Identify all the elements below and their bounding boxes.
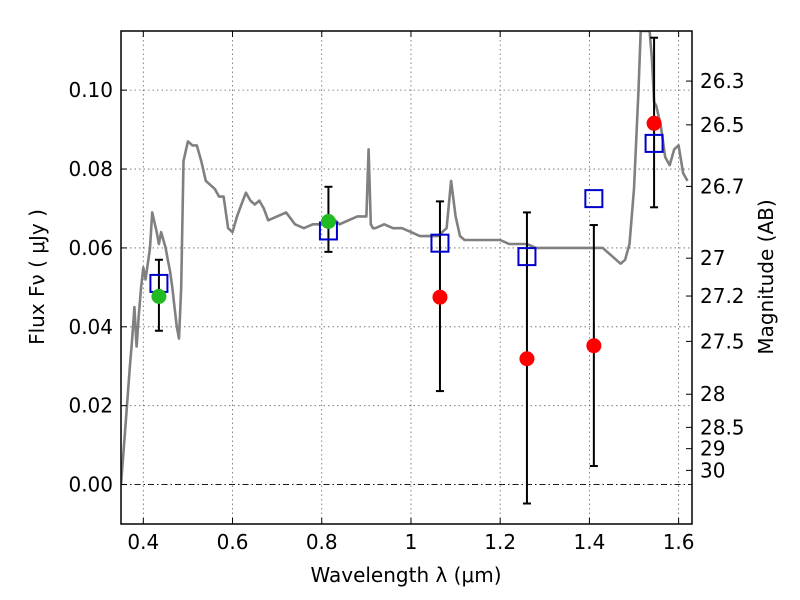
magnitude-tick-label: 26.7 [700, 174, 745, 198]
magnitude-tick-label: 28 [700, 382, 725, 406]
observed-flux-point [519, 351, 535, 367]
model-photometry-square [644, 133, 664, 153]
y-axis: 0.00 0.02 0.04 0.06 0.08 0.10 [68, 78, 127, 497]
observed-flux-point [586, 338, 602, 354]
y-tick-label: 0.08 [68, 157, 113, 181]
x-tick-label: 0.8 [306, 530, 338, 554]
magnitude-tick-label: 27.2 [700, 284, 745, 308]
x-axis-title: Wavelength λ (μm) [310, 563, 501, 587]
magnitude-tick-label: 26.5 [700, 113, 745, 137]
magnitude-tick-label: 27 [700, 246, 725, 270]
y-tick-label: 0.10 [68, 78, 113, 102]
magnitude-tick-label: 29 [700, 437, 725, 461]
y-tick-label: 0.06 [68, 236, 113, 260]
model-spectrum-line [121, 31, 689, 485]
observed-flux-point [320, 213, 336, 229]
observed-flux-point [151, 288, 167, 304]
plot-frame [120, 30, 693, 525]
x-tick-label: 1 [405, 530, 418, 554]
x-axis: 0.4 0.6 0.8 1 1.2 1.4 1.6 [127, 31, 695, 554]
magnitude-tick-label: 28.5 [700, 415, 745, 439]
model-photometry-square [584, 189, 604, 209]
model-photometry-square [517, 247, 537, 267]
magnitude-axis-title: Magnitude (AB) [754, 199, 778, 354]
magnitude-tick-label: 26.3 [700, 69, 745, 93]
observed-flux-point [432, 289, 448, 305]
x-tick-label: 0.6 [217, 530, 249, 554]
observed-flux-point [646, 115, 662, 131]
y-axis-title: Flux Fν ( μJy ) [25, 209, 49, 345]
y-tick-label: 0.04 [68, 315, 113, 339]
y-tick-label: 0.02 [68, 394, 113, 418]
model-photometry-square [430, 233, 450, 253]
y-tick-label: 0.00 [68, 473, 113, 497]
magnitude-tick-label: 30 [700, 458, 725, 482]
magnitude-tick-label: 27.5 [700, 329, 745, 353]
x-tick-label: 1.4 [573, 530, 605, 554]
plot-area [121, 31, 689, 505]
x-tick-label: 0.4 [127, 530, 159, 554]
x-tick-label: 1.2 [484, 530, 516, 554]
x-tick-label: 1.6 [663, 530, 695, 554]
